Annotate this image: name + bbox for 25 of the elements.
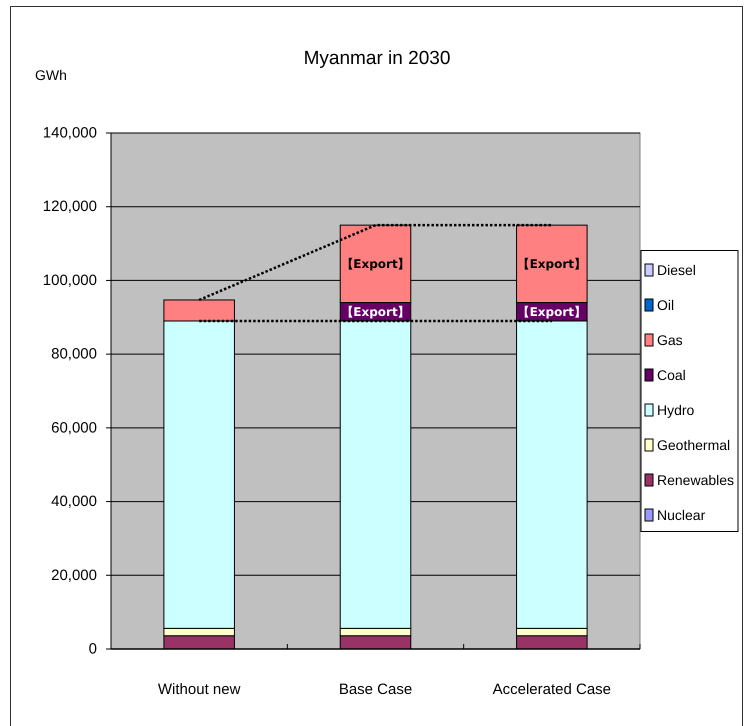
y-tick-label: 80,000 [51, 346, 97, 363]
y-tick-label: 60,000 [51, 419, 97, 436]
x-tick-label: Without new [158, 680, 241, 698]
y-tick-label: 40,000 [51, 493, 97, 510]
legend-label: Oil [657, 297, 674, 313]
y-tick-label: 140,000 [42, 124, 97, 142]
y-tick-label: 0 [88, 640, 97, 658]
y-tick-label: 100,000 [42, 272, 97, 289]
annotation: 【Export】 [341, 304, 410, 319]
legend-label: Hydro [657, 402, 695, 418]
chart-title: Myanmar in 2030 [304, 48, 450, 68]
legend-label: Nuclear [657, 507, 706, 523]
x-tick-label: Base Case [338, 680, 412, 698]
legend-label: Gas [657, 332, 683, 348]
annotation: 【Export】 [341, 256, 410, 271]
y-tick-label: 120,000 [42, 198, 97, 216]
y-axis-title: GWh [35, 67, 67, 83]
legend-label: Geothermal [657, 437, 730, 453]
annotation: 【Export】 [518, 256, 586, 271]
annotation: 【Export】 [518, 304, 586, 319]
legend-label: Renewables [657, 472, 734, 488]
y-tick-label: 20,000 [51, 566, 97, 584]
legend-label: Coal [657, 367, 686, 383]
x-tick-label: Accelerated Case [492, 680, 612, 698]
legend-label: Diesel [657, 262, 696, 278]
